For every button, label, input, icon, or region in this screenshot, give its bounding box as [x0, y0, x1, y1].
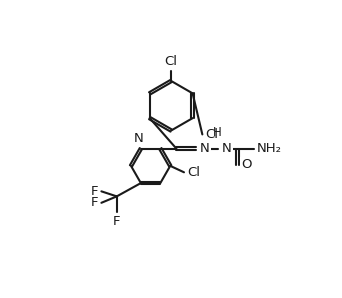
Text: Cl: Cl [206, 128, 219, 141]
Text: Cl: Cl [165, 55, 177, 68]
Text: NH₂: NH₂ [256, 142, 281, 155]
Text: H: H [213, 126, 222, 139]
Text: F: F [91, 196, 98, 209]
Text: F: F [91, 185, 98, 198]
Text: N: N [200, 142, 210, 155]
Text: N: N [221, 142, 231, 155]
Text: Cl: Cl [187, 166, 200, 179]
Text: O: O [241, 158, 252, 171]
Text: N: N [134, 131, 144, 145]
Text: F: F [113, 215, 120, 228]
